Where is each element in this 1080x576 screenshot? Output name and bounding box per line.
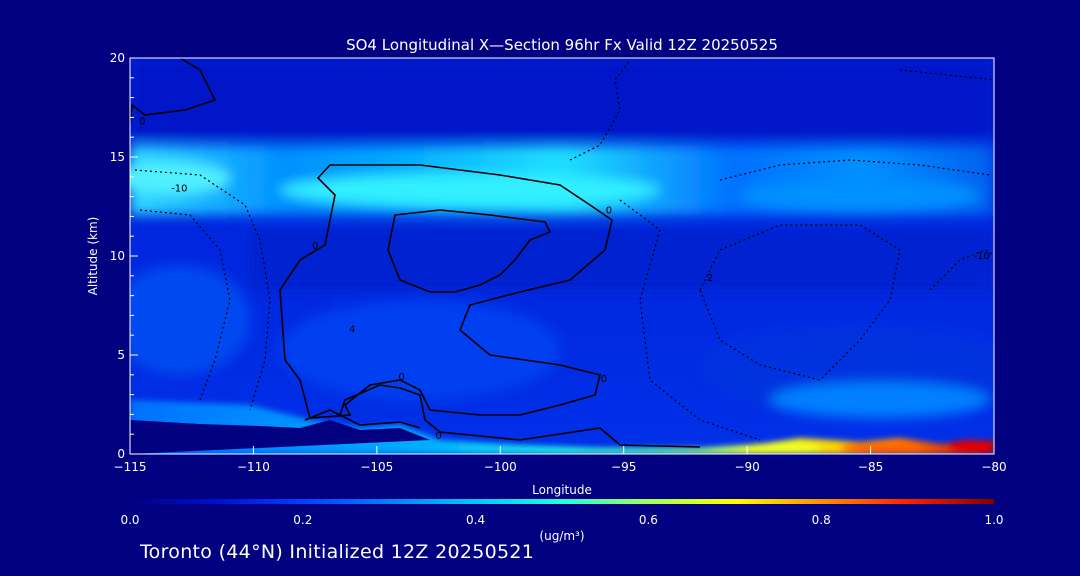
x-axis: −115 −110 −105 −100 −95 −90 −85 −80	[114, 446, 1007, 474]
terrain-mask	[130, 420, 430, 454]
y-axis: 0 5 10 15 20	[110, 51, 138, 461]
plot-area: 0 -10 0 4 0 0 0 2 -10 0	[130, 58, 994, 454]
field-band-east	[740, 179, 980, 211]
contour-dashed-west-inner	[139, 209, 231, 401]
contour-lines	[130, 58, 701, 448]
contour-label: 0	[139, 116, 145, 127]
contour-dashed-east-outer	[719, 159, 991, 181]
x-tick-label: −95	[611, 460, 636, 474]
field-surface-yellow	[740, 443, 820, 453]
contour-label: -10	[171, 184, 187, 195]
contour-dashed-center	[619, 199, 761, 441]
colorbar-tick-label: 0.8	[812, 513, 831, 527]
x-tick-label: −110	[237, 460, 270, 474]
colorbar-unit-label: (ug/m³)	[539, 529, 584, 543]
y-tick-label: 15	[110, 150, 125, 164]
field-low-bl	[770, 382, 990, 418]
contour-label: 0	[435, 431, 441, 442]
x-tick-label: −115	[114, 460, 147, 474]
colorbar-ramp	[130, 499, 994, 504]
x-tick-label: −105	[360, 460, 393, 474]
field-mid-dark	[250, 230, 994, 290]
x-tick-label: −80	[981, 460, 1006, 474]
contour-solid-west-bump	[304, 409, 421, 429]
chart-title: SO4 Longitudinal X—Section 96hr Fx Valid…	[346, 36, 778, 54]
field-mid-center	[280, 300, 560, 400]
colorbar-tick-label: 1.0	[984, 513, 1003, 527]
colorbar: 0.0 0.2 0.4 0.6 0.8 1.0 (ug/m³)	[120, 499, 1004, 543]
y-tick-label: 5	[117, 348, 125, 362]
contour-dashed	[134, 59, 994, 441]
contour-dashed-far-east	[929, 249, 994, 291]
x-axis-label: Longitude	[532, 483, 592, 497]
contour-solid-outer	[279, 164, 613, 419]
field-band-15km-core	[280, 174, 660, 206]
contour-label: -10	[973, 251, 989, 262]
contour-label: 0	[398, 372, 404, 383]
contour-solid-inner	[387, 209, 552, 293]
field-upper-dark	[130, 58, 994, 138]
contour-dashed-top-east	[899, 69, 994, 81]
colorbar-tick-label: 0.6	[639, 513, 658, 527]
contour-dashed-west	[134, 169, 271, 411]
x-tick-label: −100	[484, 460, 517, 474]
y-tick-label: 0	[117, 447, 125, 461]
contour-labels: 0 -10 0 4 0 0 0 2 -10 0	[139, 116, 990, 442]
field-mid-west	[130, 265, 250, 375]
contour-solid-upper-left	[130, 58, 217, 126]
x-tick-label: −85	[858, 460, 883, 474]
colorbar-ticks: 0.0 0.2 0.4 0.6 0.8 1.0	[120, 513, 1003, 527]
contour-label: 0	[606, 205, 612, 216]
y-tick-label: 10	[110, 249, 125, 263]
footer-initialization-text: Toronto (44°N) Initialized 12Z 20250521	[140, 541, 535, 563]
contour-solid-lower	[339, 384, 701, 448]
y-tick-label: 20	[110, 51, 125, 65]
field-surface-hot2	[948, 440, 992, 452]
contour-label: 4	[349, 324, 355, 335]
field-band-west-core	[130, 162, 230, 194]
contour-label: 2	[707, 273, 713, 284]
field-surface-hot1	[840, 443, 920, 453]
contour-label: 0	[312, 241, 318, 252]
colorbar-tick-label: 0.0	[120, 513, 139, 527]
contour-label: 0	[601, 374, 607, 385]
x-tick-label: −90	[734, 460, 759, 474]
colorbar-tick-label: 0.2	[293, 513, 312, 527]
colorbar-tick-label: 0.4	[466, 513, 485, 527]
y-axis-label: Altitude (km)	[86, 217, 100, 296]
